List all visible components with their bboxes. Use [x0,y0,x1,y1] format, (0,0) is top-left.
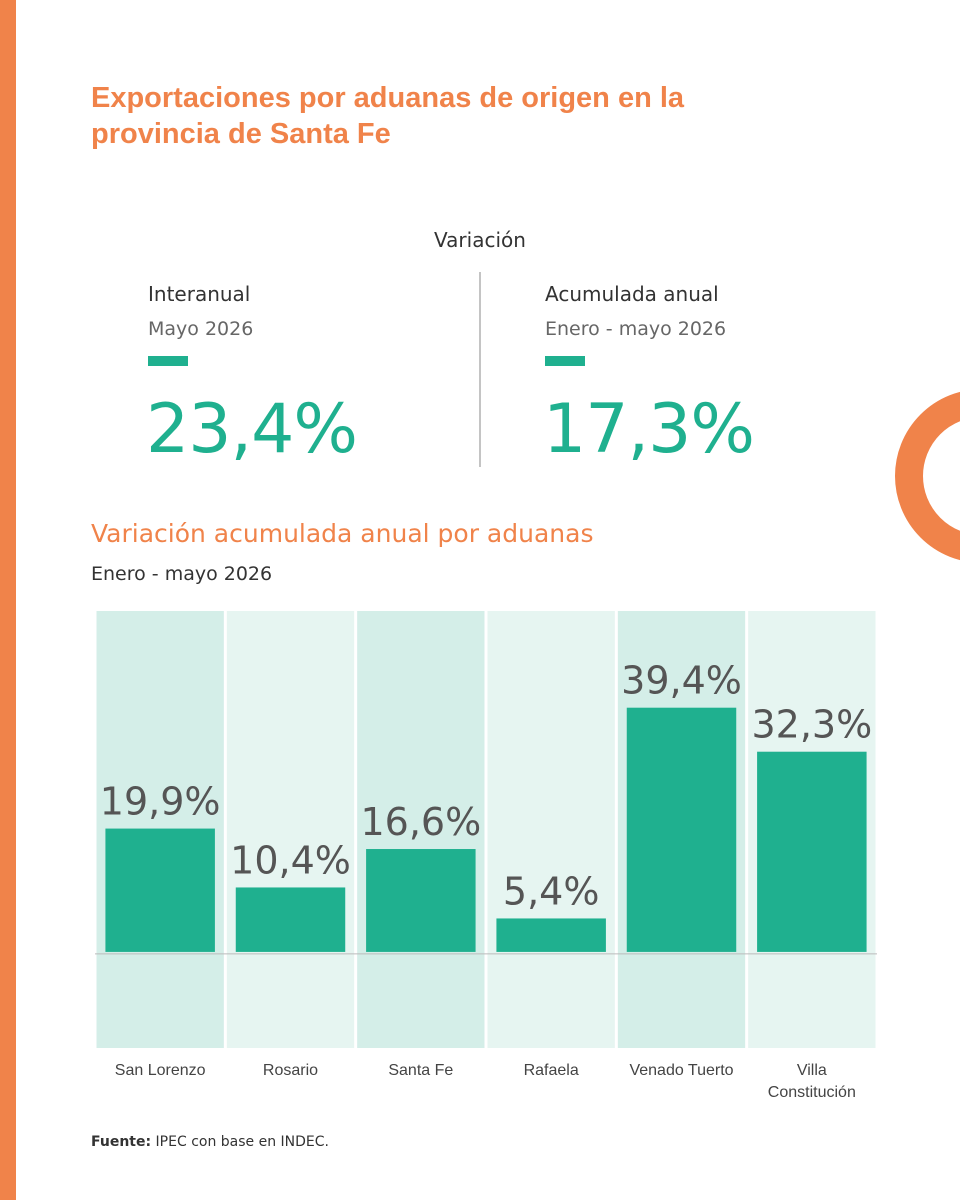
value-label: 10,4% [230,838,351,882]
source-text: IPEC con base en INDEC. [155,1134,329,1150]
category-label: Santa Fe [388,1062,454,1079]
source: Fuente: IPEC con base en INDEC. [91,1134,329,1150]
column-bg [226,611,355,1048]
bar [235,887,346,952]
kpi-value: 23,4% [146,390,358,469]
kpi-label: Acumulada anual [545,282,719,306]
bar [105,828,215,952]
title: Exportaciones por aduanas de origen en l… [91,82,685,150]
category-label: Venado Tuerto [629,1062,734,1079]
kpi-value: 17,3% [543,390,755,469]
side-stripe [0,0,16,1200]
category-label: Rosario [262,1062,319,1079]
bar [626,707,737,952]
value-label: 19,9% [100,780,221,824]
category-label: Rafaela [523,1062,579,1079]
value-label: 5,4% [503,869,600,913]
kpi-header: Variación [434,228,526,252]
column-bg [357,611,485,1048]
chart-subtitle: Enero - mayo 2026 [91,563,273,585]
value-label: 39,4% [621,659,742,703]
value-label: 16,6% [360,800,481,844]
category-label: San Lorenzo [114,1062,206,1079]
decor-ring [895,391,960,561]
chart-title: Variación acumulada anual por aduanas [91,519,594,548]
column-bg [487,611,615,1048]
bar [366,849,476,952]
kpi-period: Enero - mayo 2026 [545,318,727,340]
value-label: 32,3% [751,703,872,747]
kpi-period: Mayo 2026 [148,318,254,340]
kpi-dash [148,356,188,366]
kpi-label: Interanual [148,282,251,306]
kpi-dash [545,356,585,366]
bar [496,918,606,952]
bar [757,751,867,952]
category-label: Villa Constitución [767,1062,856,1101]
source-label: Fuente: [91,1134,152,1150]
